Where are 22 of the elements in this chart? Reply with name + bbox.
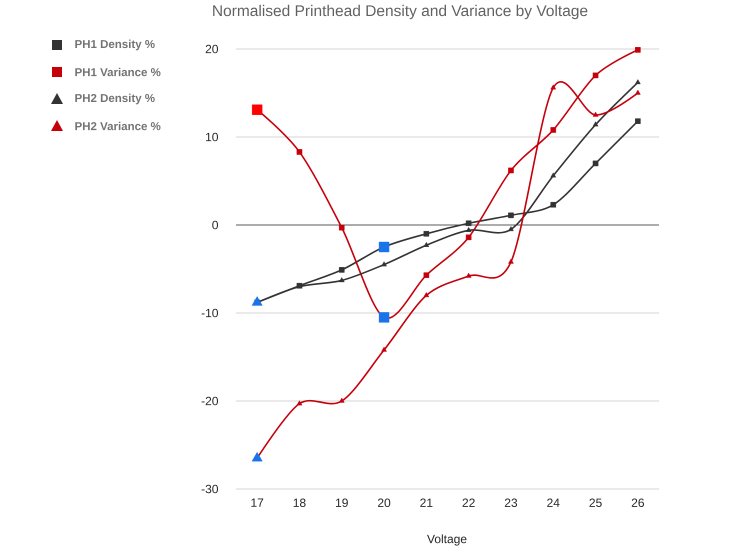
x-axis-title: Voltage	[427, 534, 466, 546]
x-tick-label: 19	[336, 498, 348, 508]
y-tick-label: 0	[212, 220, 218, 230]
x-tick-label: 20	[378, 498, 390, 508]
y-tick-label: -20	[202, 396, 218, 406]
x-tick-label: 25	[589, 498, 602, 508]
x-tick-label: 24	[547, 498, 560, 507]
y-tick-label: 10	[206, 132, 218, 142]
legend-label: PH1 Variance %	[75, 68, 161, 76]
legend-label: PH2 Variance %	[75, 122, 161, 130]
y-tick-label: -30	[202, 484, 218, 494]
x-tick-label: 18	[294, 498, 306, 508]
x-tick-label: 17	[251, 498, 264, 507]
chart-title: Normalised Printhead Density and Variance by Voltage	[213, 4, 588, 20]
legend-label: PH2 Density %	[75, 94, 155, 104]
legend-label: PH1 Density %	[75, 40, 155, 50]
x-tick-label: 23	[504, 498, 518, 508]
x-tick-label: 22	[462, 498, 475, 507]
y-tick-label: -10	[202, 308, 218, 318]
x-tick-label: 26	[632, 498, 644, 508]
x-tick-label: 21	[420, 498, 432, 507]
y-tick-label: 20	[206, 44, 218, 54]
